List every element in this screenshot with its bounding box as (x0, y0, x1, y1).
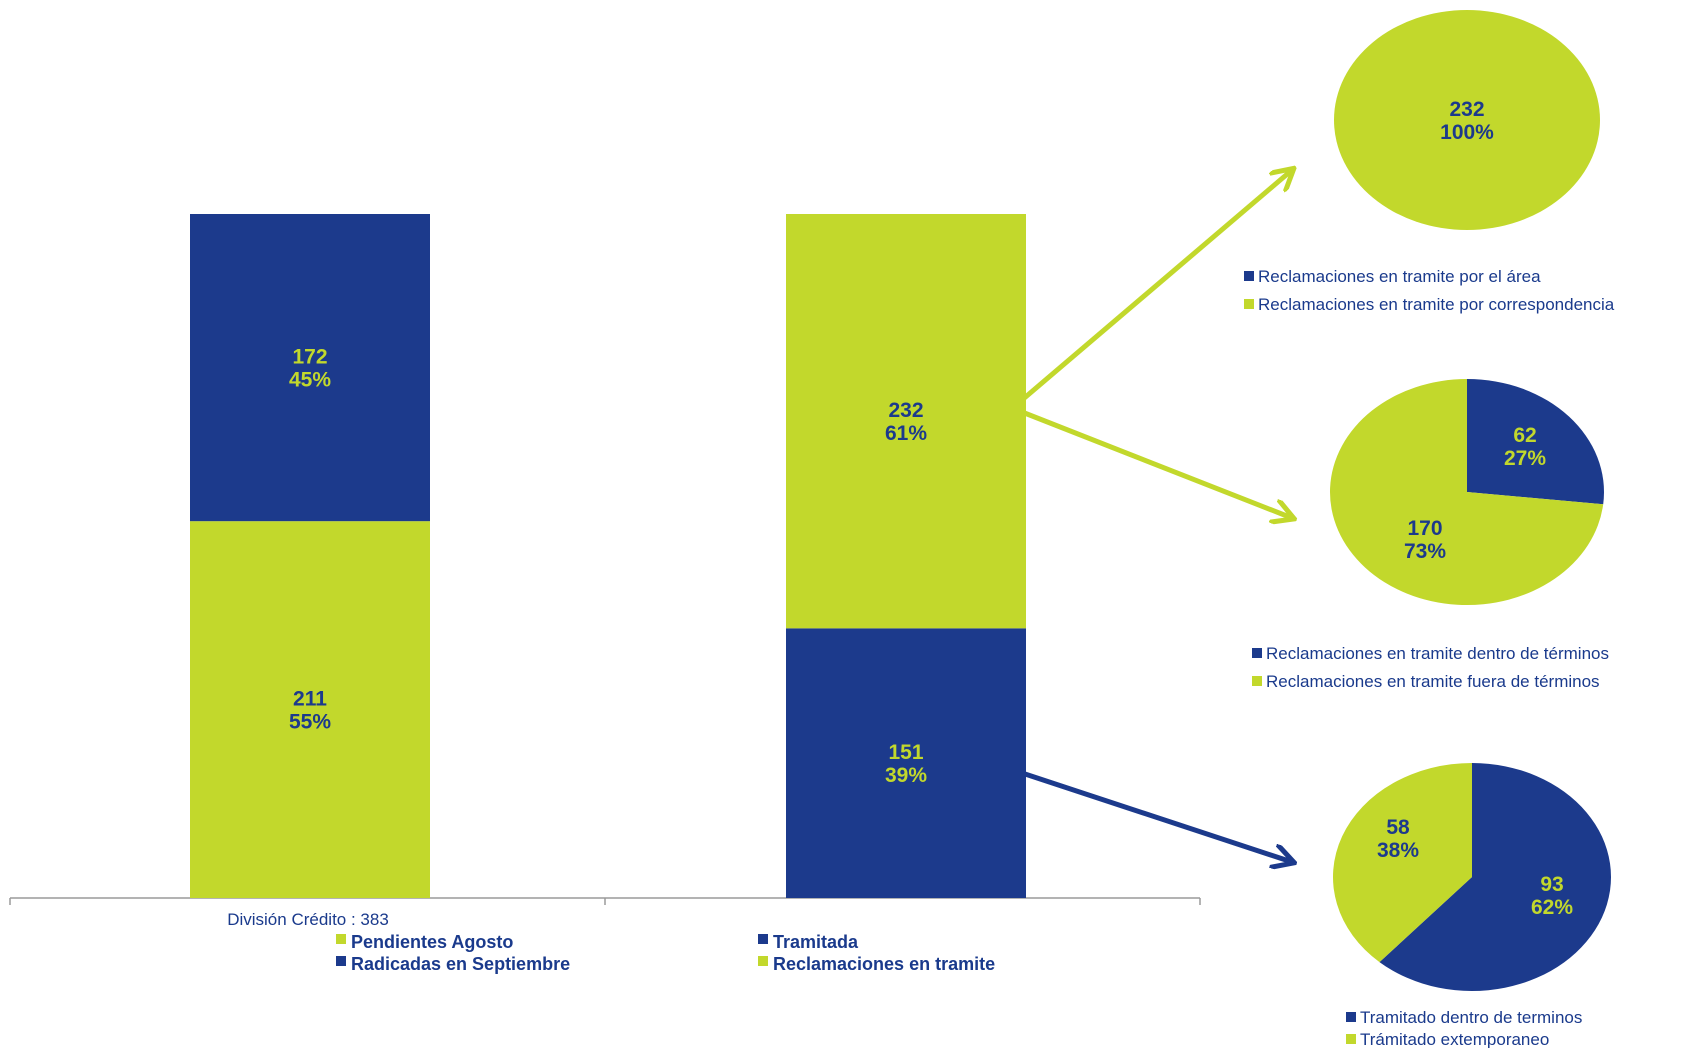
bar-data-label: 232 61% (885, 399, 927, 445)
connector-arrows (1020, 170, 1292, 862)
arrow-to-pie-terminos (1021, 409, 1292, 518)
stacked-bars: 211 55% 172 45% 151 39% 232 61% (190, 214, 1026, 898)
legend-label-tramitado-dentro: Tramitado dentro de terminos (1360, 1008, 1582, 1027)
legend-swatch-tramitada (758, 934, 768, 944)
pie3-legend: Tramitado dentro de terminos Trámitado e… (1346, 1008, 1582, 1048)
pie-slice (1467, 379, 1605, 505)
pie-data-label: 93 62% (1531, 873, 1573, 919)
legend-label-en-tramite: Reclamaciones en tramite (773, 954, 995, 974)
legend-swatch-correspondencia (1244, 299, 1254, 309)
legend-label-correspondencia: Reclamaciones en tramite por corresponde… (1258, 295, 1615, 314)
bar-data-label: 172 45% (289, 346, 331, 392)
pie-data-label: 170 73% (1404, 517, 1446, 563)
legend-swatch-tramitado-dentro (1346, 1012, 1356, 1022)
bar-segment (786, 628, 1026, 898)
pie2-legend: Reclamaciones en tramite dentro de térmi… (1252, 644, 1609, 691)
pie-slice (1334, 10, 1600, 230)
pie-data-label: 58 38% (1377, 816, 1419, 862)
legend-swatch-en-tramite (758, 956, 768, 966)
bar-legend: Pendientes Agosto Radicadas en Septiembr… (336, 932, 995, 974)
x-tick-label: División Crédito : 383 (227, 910, 389, 929)
legend-swatch-dentro-terminos (1252, 648, 1262, 658)
legend-swatch-pendientes (336, 934, 346, 944)
legend-label-area: Reclamaciones en tramite por el área (1258, 267, 1541, 286)
arrow-to-pie-area (1020, 170, 1292, 402)
arrow-to-pie-tramitado (1021, 770, 1292, 862)
legend-swatch-area (1244, 271, 1254, 281)
legend-label-pendientes: Pendientes Agosto (351, 932, 513, 952)
pie-data-label: 232 100% (1440, 98, 1494, 144)
pie1-legend: Reclamaciones en tramite por el área Rec… (1244, 267, 1615, 314)
bar-segment (190, 521, 430, 898)
pie-charts: 232 100% 62 27% 170 73% 93 62% 58 38% (1330, 10, 1612, 991)
pie-slice (1333, 763, 1472, 963)
bar-segment (786, 214, 1026, 629)
legend-label-dentro-terminos: Reclamaciones en tramite dentro de térmi… (1266, 644, 1609, 663)
legend-swatch-fuera-terminos (1252, 676, 1262, 686)
bar-data-label: 151 39% (885, 741, 927, 787)
pie-slice (1379, 763, 1612, 991)
legend-label-fuera-terminos: Reclamaciones en tramite fuera de términ… (1266, 672, 1600, 691)
x-axis: División Crédito : 383 (9, 897, 1201, 929)
pie-slice (1330, 379, 1604, 605)
legend-label-tramitada: Tramitada (773, 932, 859, 952)
pie-data-label: 62 27% (1504, 424, 1546, 470)
legend-swatch-radicadas (336, 956, 346, 966)
bar-segment (190, 214, 430, 522)
legend-swatch-extemporaneo (1346, 1034, 1356, 1044)
legend-label-radicadas: Radicadas en Septiembre (351, 954, 570, 974)
bar-data-label: 211 55% (289, 688, 331, 734)
legend-label-extemporaneo: Trámitado extemporaneo (1360, 1030, 1549, 1048)
